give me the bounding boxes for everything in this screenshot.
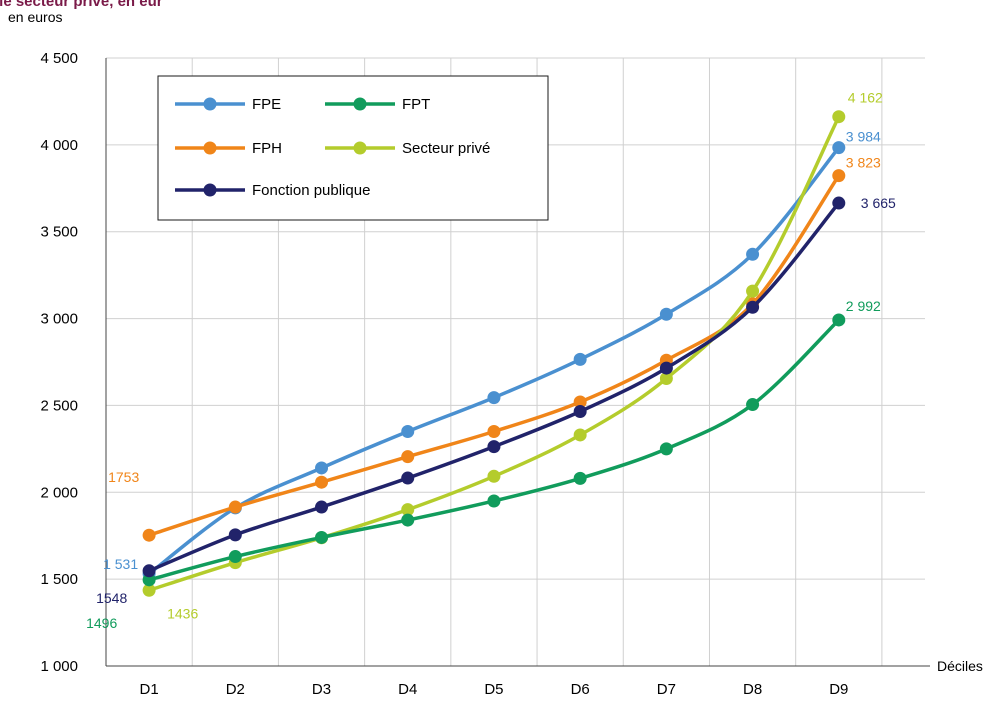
data-point-secteur-priv [659,372,673,386]
x-tick-label: D3 [312,681,331,698]
legend-label-fonction-publique: Fonction publique [252,182,370,199]
data-point-fpe [746,247,760,261]
axes: 1 000 1 500 2 000 2 500 3 000 3 500 4 000 4 500… [40,50,982,698]
data-point-fpt [487,494,501,508]
legend-label-fpe: FPE [252,96,281,113]
data-point-fonction-publique [315,500,329,514]
data-point-fonction-publique [573,405,587,419]
y-tick-label: 1 000 [40,658,78,675]
x-tick-label: D9 [829,681,848,698]
x-tick-label: D1 [140,681,159,698]
data-point-fph [315,475,329,489]
data-point-fonction-publique [746,300,760,314]
data-point-fph [401,450,415,464]
series-group [142,110,846,597]
data-point-fonction-publique [142,564,156,578]
data-point-fpt [832,313,846,327]
data-label-fph: 1753 [108,469,139,485]
data-point-fpt [142,573,156,587]
y-tick-label: 3 500 [40,224,78,241]
y-tick-label: 2 500 [40,397,78,414]
data-point-fpe [487,391,501,405]
y-unit-label: en euros [8,9,62,25]
data-point-fpt [746,398,760,412]
data-point-fpe [401,424,415,438]
legend-marker-secteur-priv [353,141,367,155]
data-point-fph [228,500,242,514]
data-point-fonction-publique [228,528,242,542]
y-tick-label: 1 500 [40,571,78,588]
legend-marker-fph [203,141,217,155]
data-point-fpt [573,471,587,485]
data-label-fpt: 2 992 [846,298,881,314]
data-label-fpe: 1 531 [103,556,138,572]
data-label-fonction-publique: 3 665 [861,195,896,211]
data-point-secteur-priv [832,110,846,124]
x-tick-label: D8 [743,681,762,698]
data-point-secteur-priv [401,503,415,517]
legend-label-secteur-priv: Secteur privé [402,140,490,157]
series-line-fonction-publique [148,201,841,573]
legend: FPE FPT FPH Secteur privé Fonction publique [157,75,549,221]
data-label-fpt: 1496 [86,615,117,631]
data-point-secteur-priv [573,428,587,442]
legend-label-fph: FPH [252,140,282,157]
data-label-fonction-publique: 1548 [96,590,127,606]
x-tick-label: D2 [226,681,245,698]
data-point-fonction-publique [832,196,846,210]
legend-marker-fpt [353,97,367,111]
data-point-fonction-publique [487,440,501,454]
data-label-secteur-priv: 1436 [167,605,198,621]
y-tick-label: 2 000 [40,484,78,501]
data-point-fpt [659,442,673,456]
data-labels: 1 531 3 984 1496 2 992 1753 3 823 1436 4 162 154… [86,90,896,631]
data-point-fpe [315,461,329,475]
y-tick-label: 4 500 [40,50,78,67]
legend-marker-fonction-publique [203,183,217,197]
x-tick-label: D6 [571,681,590,698]
x-tick-label: D5 [484,681,503,698]
y-tick-label: 4 000 [40,137,78,154]
data-point-fph [142,528,156,542]
data-point-fpe [573,352,587,366]
data-point-fonction-publique [659,361,673,375]
chart-title-fragment: ur le secteur privé, en eur [0,0,163,10]
data-point-fpt [228,550,242,564]
data-point-fpt [401,513,415,527]
data-point-fpt [315,530,329,544]
data-point-fonction-publique [401,471,415,485]
x-tick-label: D4 [398,681,417,698]
data-point-fpe [659,307,673,321]
data-label-secteur-priv: 4 162 [848,90,883,106]
x-axis-label: Déciles [937,658,983,674]
data-point-fph [487,424,501,438]
legend-marker-fpe [203,97,217,111]
legend-label-fpt: FPT [402,96,430,113]
data-point-secteur-priv [746,284,760,298]
data-label-fph: 3 823 [846,155,881,171]
data-point-fph [573,395,587,409]
y-tick-label: 3 000 [40,311,78,328]
data-label-fpe: 3 984 [846,129,881,145]
data-point-fpe [832,141,846,155]
data-point-secteur-priv [487,469,501,483]
data-point-secteur-priv [142,583,156,597]
data-point-fph [832,169,846,183]
x-tick-label: D7 [657,681,676,698]
